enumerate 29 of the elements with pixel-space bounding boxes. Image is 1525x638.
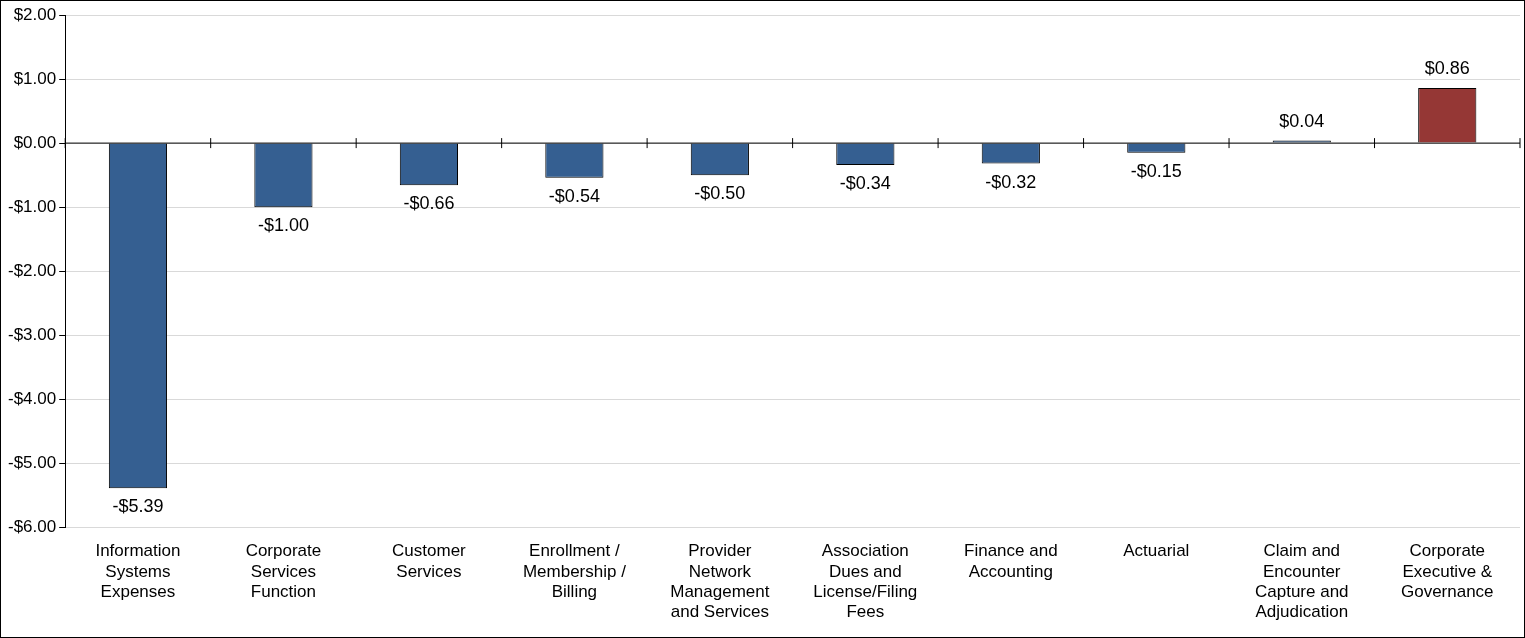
x-tick-label: Customer Services: [392, 541, 467, 581]
y-tick-label: -$2.00: [8, 260, 57, 280]
x-tick-label: Corporate Executive & Governance: [1400, 541, 1494, 602]
x-tick-label: Actuarial: [1123, 541, 1190, 561]
data-label: -$0.32: [985, 171, 1037, 192]
y-tick-label: $1.00: [13, 68, 57, 88]
x-tick-label: Claim and Encounter Capture and Adjudication: [1254, 541, 1349, 622]
x-tick-label: Provider Network Management and Services: [670, 541, 770, 622]
y-tick-label: -$3.00: [8, 324, 57, 344]
y-tick-label: -$6.00: [8, 517, 57, 537]
data-label: -$5.39: [112, 496, 164, 517]
x-tick-label: Enrollment / Membership / Billing: [522, 541, 627, 602]
data-label: -$0.50: [694, 183, 746, 204]
x-tick-label: Finance and Accounting: [964, 541, 1058, 581]
data-label: $0.86: [1424, 57, 1470, 78]
x-tick-label: Corporate Services Function: [245, 541, 322, 602]
y-tick-label: $2.00: [13, 4, 57, 24]
data-label: -$0.34: [839, 172, 891, 193]
y-tick-label: -$5.00: [8, 453, 57, 473]
data-label: $0.04: [1279, 110, 1325, 131]
data-label: -$0.15: [1130, 160, 1182, 181]
y-tick-label: -$1.00: [8, 196, 57, 216]
y-tick-label: $0.00: [13, 132, 57, 152]
data-label: -$0.54: [548, 185, 600, 206]
x-tick-label: Association Dues and License/Filing Fees: [813, 541, 918, 622]
y-tick-label: -$4.00: [8, 388, 57, 408]
x-tick-label: Information Systems Expenses: [95, 541, 181, 602]
data-label: -$0.66: [403, 193, 455, 214]
data-label: -$1.00: [257, 215, 309, 236]
